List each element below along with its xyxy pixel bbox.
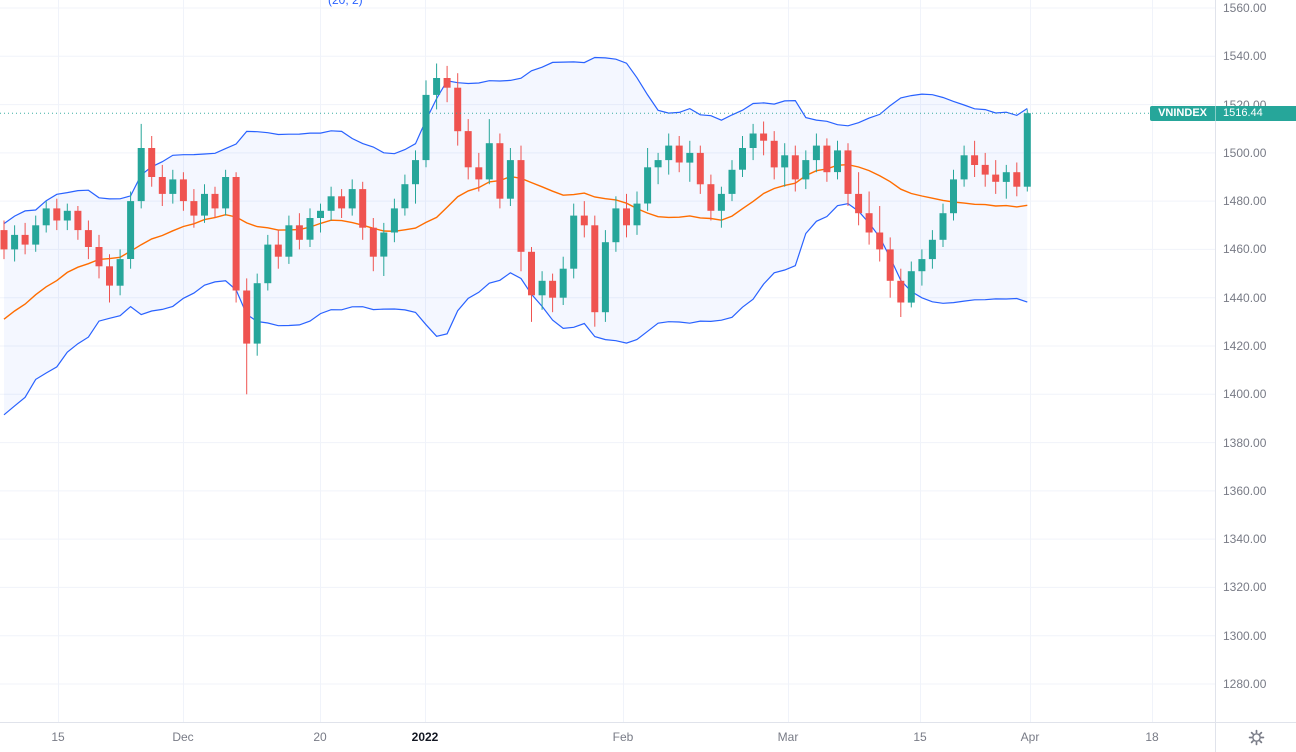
price-tick-label: 1540.00 (1223, 49, 1267, 63)
time-tick-label: 15 (913, 730, 927, 744)
time-tick-label: Dec (172, 730, 194, 744)
price-tick-label: 1380.00 (1223, 436, 1267, 450)
price-tick-label: 1440.00 (1223, 291, 1267, 305)
last-price-label: 1516.44 (1215, 106, 1296, 121)
chart-settings-button[interactable] (1215, 722, 1296, 752)
price-tick-label: 1560.00 (1223, 1, 1267, 15)
candlestick-chart[interactable] (0, 0, 1215, 722)
time-tick-label: Mar (777, 730, 799, 744)
price-tick-label: 1500.00 (1223, 146, 1267, 160)
price-tick-label: 1360.00 (1223, 484, 1267, 498)
price-tick-label: 1460.00 (1223, 242, 1267, 256)
price-tick-label: 1320.00 (1223, 580, 1267, 594)
time-tick-label: Apr (1020, 730, 1040, 744)
time-tick-label: 20 (313, 730, 327, 744)
price-tick-label: 1340.00 (1223, 532, 1267, 546)
time-tick-label: 18 (1145, 730, 1159, 744)
indicator-legend-fragment[interactable]: (20, 2) (328, 0, 363, 7)
price-tick-label: 1400.00 (1223, 387, 1267, 401)
symbol-price-label: VNINDEX 1516.44 (1150, 106, 1296, 121)
symbol-name-label: VNINDEX (1150, 106, 1215, 121)
price-tick-label: 1480.00 (1223, 194, 1267, 208)
time-axis[interactable]: 15 Dec 20 2022 Feb Mar 15 Apr 18 (0, 722, 1296, 752)
time-tick-label: 15 (51, 730, 65, 744)
time-tick-label: 2022 (411, 730, 439, 744)
gear-icon (1248, 729, 1264, 746)
chart-plot-area[interactable]: (20, 2) (0, 0, 1215, 722)
time-tick-label: Feb (612, 730, 634, 744)
price-tick-label: 1280.00 (1223, 677, 1267, 691)
price-tick-label: 1300.00 (1223, 629, 1267, 643)
price-tick-label: 1420.00 (1223, 339, 1267, 353)
